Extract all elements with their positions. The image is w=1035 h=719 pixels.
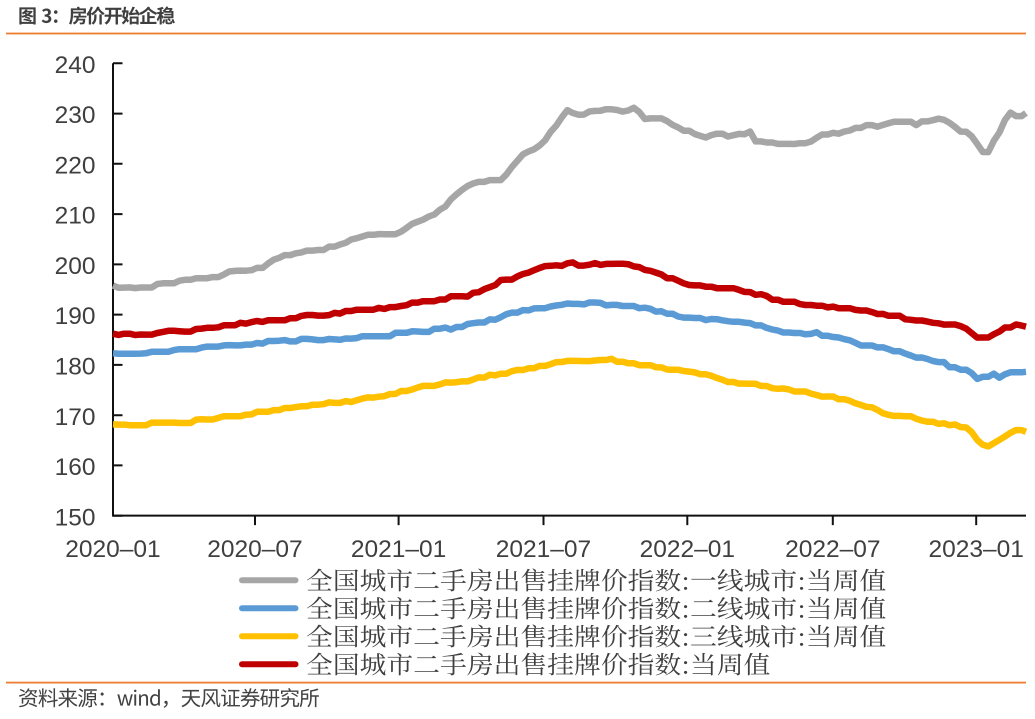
svg-text:2022–07: 2022–07 [785,536,880,563]
svg-text:220: 220 [55,152,96,179]
svg-text:190: 190 [55,303,96,330]
svg-text:230: 230 [55,102,96,129]
svg-text:210: 210 [55,203,96,230]
svg-text:200: 200 [55,253,96,280]
svg-text:180: 180 [55,354,96,381]
svg-text:2021–01: 2021–01 [351,536,446,563]
svg-text:2023–01: 2023–01 [929,536,1024,563]
svg-text:240: 240 [55,52,96,79]
svg-text:170: 170 [55,404,96,431]
svg-text:2021–07: 2021–07 [496,536,591,563]
svg-text:160: 160 [55,454,96,481]
svg-text:2020–01: 2020–01 [65,536,160,563]
svg-text:2022–01: 2022–01 [640,536,735,563]
svg-text:2020–07: 2020–07 [207,536,302,563]
svg-text:150: 150 [55,504,96,531]
